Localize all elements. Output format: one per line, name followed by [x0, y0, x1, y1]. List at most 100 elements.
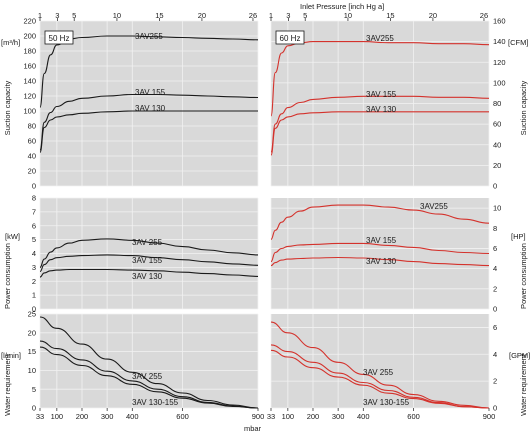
y-tick-label: 8: [493, 224, 497, 233]
series-line-3av255: [270, 41, 490, 117]
bottom-tick-label: 33: [267, 412, 275, 421]
top-tick-label: 10: [113, 11, 121, 20]
y-tick-label: 100: [493, 78, 506, 87]
chart-panels: 0204060801001201401601802002200204060801…: [23, 17, 505, 413]
label-60-power-130: 3AV 130: [366, 257, 397, 266]
y-tick-label: 6: [493, 244, 497, 253]
bottom-axis-unit-left: mbar: [244, 424, 262, 433]
series-line-3av-255: [39, 316, 259, 409]
ylabel-power-left: Power consumption: [3, 243, 12, 309]
label-50-suction-155: 3AV 155: [135, 88, 166, 97]
y-tick-label: 5: [32, 385, 36, 394]
label-50-power-255: 3AV 255: [132, 238, 163, 247]
hz-label-50: 50 Hz: [49, 34, 70, 43]
top-tick-label: 26: [249, 11, 257, 20]
panel-background: [271, 198, 489, 309]
y-tick-label: 0: [493, 404, 497, 413]
y-tick-label: 2: [493, 377, 497, 386]
hz-box-50: [44, 30, 74, 45]
bottom-tick-label: 100: [282, 412, 295, 421]
series-line-3av-130: [39, 268, 259, 278]
y-tick-label: 100: [23, 107, 36, 116]
frame-labels: 50 Hz 60 Hz [m³/h] [CFM] [kW] [HP] [l/mi…: [1, 30, 530, 416]
unit-power-right: [HP]: [511, 232, 526, 241]
y-tick-label: 4: [493, 350, 497, 359]
top-tick-label: 15: [155, 11, 163, 20]
y-tick-label: 0: [32, 404, 36, 413]
y-tick-label: 25: [28, 310, 36, 319]
y-tick-label: 4: [493, 264, 497, 273]
label-60-power-155: 3AV 155: [366, 236, 397, 245]
y-tick-label: 20: [28, 328, 36, 337]
y-tick-label: 140: [493, 37, 506, 46]
label-60-suction-255: 3AV255: [366, 34, 394, 43]
y-tick-label: 3: [32, 263, 36, 272]
y-tick-label: 180: [23, 47, 36, 56]
y-tick-label: 60: [493, 120, 501, 129]
series-line-3av-155: [39, 93, 259, 151]
y-tick-label: 6: [493, 323, 497, 332]
label-50-power-155: 3AV 155: [132, 256, 163, 265]
y-tick-label: 0: [32, 182, 36, 191]
panel-power-50hz: 0 1 2 3 4 5 6 7 8: [32, 194, 259, 314]
label-60-suction-130: 3AV 130: [366, 105, 397, 114]
panel-background: [271, 314, 489, 408]
top-tick-label: 15: [386, 11, 394, 20]
series-line-3av-130: [270, 256, 490, 267]
top-tick-label: 5: [303, 11, 307, 20]
curve-labels: 3AV255 3AV 155 3AV 130 3AV255 3AV 155 3A…: [132, 32, 448, 407]
label-60-water-130-155: 3AV 130-155: [363, 398, 410, 407]
hz-label-60: 60 Hz: [280, 34, 301, 43]
bottom-tick-label: 900: [252, 412, 265, 421]
series-line-3av255: [270, 204, 490, 240]
ylabel-power-right: Power consumption: [519, 243, 528, 309]
y-tick-label: 0: [493, 182, 497, 191]
panel-water-50hz: 0 5 10 15 20 25: [28, 310, 259, 413]
bottom-tick-label: 200: [307, 412, 320, 421]
label-60-suction-155: 3AV 155: [366, 90, 397, 99]
y-tick-label: 160: [493, 17, 506, 26]
label-50-suction-255: 3AV255: [135, 32, 163, 41]
y-tick-label: 20: [493, 161, 501, 170]
bottom-tick-label: 600: [176, 412, 189, 421]
y-tick-label: 80: [493, 99, 501, 108]
label-50-suction-130: 3AV 130: [135, 104, 166, 113]
series-line-3av-155: [270, 242, 490, 263]
series-line-3av255: [39, 35, 259, 108]
y-tick-label: 200: [23, 32, 36, 41]
top-tick-label: 5: [72, 11, 76, 20]
top-tick-label: 10: [344, 11, 352, 20]
y-tick-label: 4: [32, 249, 36, 258]
bottom-tick-label: 300: [101, 412, 114, 421]
panel-power-60hz: 0 2 4 6 8 10: [270, 198, 501, 314]
label-50-water-255: 3AV 255: [132, 372, 163, 381]
y-tick-label: 2: [493, 284, 497, 293]
unit-suction-left: [m³/h]: [1, 38, 20, 47]
y-tick-label: 40: [493, 140, 501, 149]
unit-power-left: [kW]: [5, 232, 20, 241]
panel-suction-50hz: 0 20 40 60 80 100 120 140 160 180 200 220: [23, 17, 259, 191]
hz-box-60: [275, 30, 305, 45]
bottom-tick-label: 200: [76, 412, 89, 421]
bottom-axis-ticks-left: 33 100 200 300 400 600 900: [36, 408, 264, 421]
y-tick-label: 20: [28, 167, 36, 176]
y-tick-label: 2: [32, 277, 36, 286]
panel-background: [40, 21, 258, 186]
label-60-water-255: 3AV 255: [363, 368, 394, 377]
series-line-3av-155: [270, 95, 490, 153]
y-tick-label: 120: [493, 58, 506, 67]
y-tick-label: 220: [23, 17, 36, 26]
unit-water-left: [l/min]: [1, 351, 21, 360]
top-tick-label: 26: [480, 11, 488, 20]
series-line-3av-130: [39, 110, 258, 153]
panel-background: [40, 314, 258, 408]
series-line-3av-130: [270, 111, 489, 156]
bottom-tick-label: 600: [407, 412, 420, 421]
y-tick-label: 60: [28, 137, 36, 146]
bottom-tick-label: 33: [36, 412, 44, 421]
ylabel-suction-right: Suction capacity: [519, 80, 528, 135]
label-50-power-130: 3AV 130: [132, 272, 163, 281]
y-tick-label: 1: [32, 291, 36, 300]
bottom-tick-label: 300: [332, 412, 345, 421]
y-tick-label: 10: [28, 366, 36, 375]
